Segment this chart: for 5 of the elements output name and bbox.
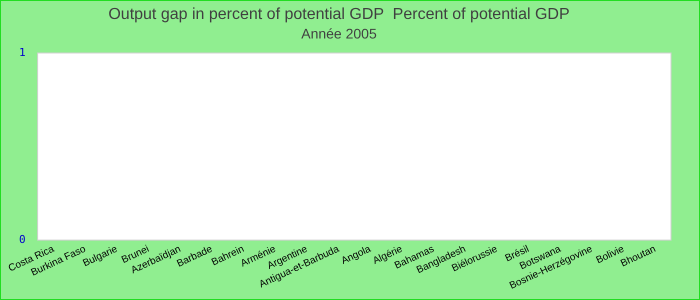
y-tick-label: 0 <box>19 232 26 246</box>
y-tick-label: 1 <box>19 46 26 59</box>
chart-title: Output gap in percent of potential GDP Percent of potential GDP <box>108 6 570 24</box>
chart-subtitle: Année 2005 <box>301 25 377 42</box>
x-tick-label: Angola <box>340 244 373 267</box>
